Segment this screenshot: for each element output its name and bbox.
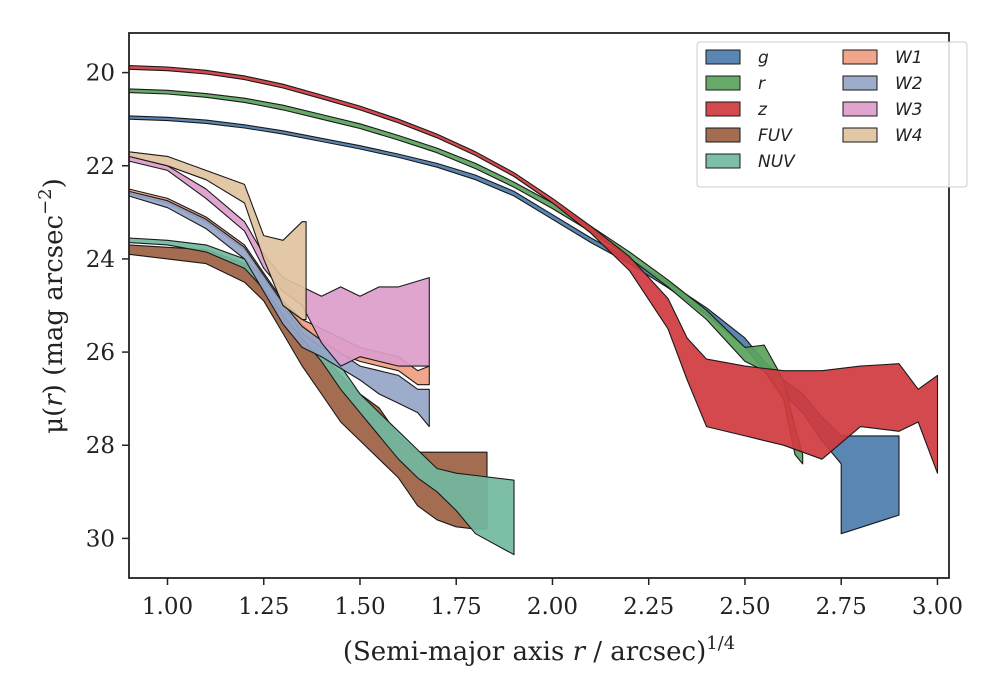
- y-tick-label: 20: [86, 61, 115, 87]
- legend-swatch-z: [705, 101, 741, 117]
- y-tick-label: 30: [86, 526, 115, 552]
- legend-swatch-w1: [842, 49, 878, 65]
- legend-label-fuv: FUV: [758, 126, 793, 146]
- band-w4: [128, 151, 307, 321]
- x-tick-label: 2.25: [623, 594, 674, 620]
- x-tick-label: 1.50: [334, 594, 385, 620]
- legend-swatch-r: [705, 75, 741, 91]
- band-z: [128, 65, 939, 474]
- legend-swatch-w4: [842, 127, 878, 143]
- legend-label-g: g: [758, 48, 769, 68]
- legend-swatch-g: [705, 49, 741, 65]
- legend-label-w3: W3: [895, 100, 923, 120]
- y-tick-label: 24: [86, 247, 115, 273]
- x-axis: 1.00 1.25 1.50 1.75 2.00 2.25 2.50 2.75 3.00: [142, 578, 963, 620]
- plot-frame: [128, 32, 950, 579]
- y-axis: 20 22 24 26 28 30: [86, 61, 129, 552]
- legend-swatch-w3: [842, 101, 878, 117]
- legend-label-w2: W2: [895, 74, 923, 94]
- legend-label-r: r: [758, 74, 766, 94]
- legend: grz FUV NUV W1 W2 W3 W4: [696, 41, 968, 188]
- legend-swatch-fuv: [705, 127, 741, 143]
- x-tick-label: 2.50: [719, 594, 770, 620]
- y-tick-label: 22: [86, 154, 115, 180]
- x-tick-label: 1.75: [431, 594, 482, 620]
- band-r: [128, 88, 804, 465]
- legend-swatch-nuv: [705, 153, 741, 169]
- y-axis-label: μ(r) (mag arcsec−2): [35, 178, 69, 434]
- legend-box: [696, 41, 968, 188]
- band-layer: [128, 65, 939, 556]
- x-tick-label: 2.00: [527, 594, 578, 620]
- legend-label-z: z: [757, 100, 768, 120]
- x-tick-label: 1.00: [142, 594, 193, 620]
- x-axis-label: (Semi-major axis r / arcsec)1/4: [343, 633, 735, 667]
- y-tick-label: 26: [86, 340, 115, 366]
- band-w2: [128, 190, 430, 428]
- legend-label-w4: W4: [895, 126, 923, 146]
- legend-label-nuv: NUV: [758, 152, 796, 172]
- legend-label-w1: W1: [895, 48, 923, 68]
- x-tick-label: 2.75: [816, 594, 867, 620]
- band-g: [128, 115, 900, 535]
- x-tick-label: 1.25: [238, 594, 289, 620]
- x-tick-label: 3.00: [912, 594, 963, 620]
- legend-swatch-w2: [842, 75, 878, 91]
- y-tick-label: 28: [86, 433, 115, 459]
